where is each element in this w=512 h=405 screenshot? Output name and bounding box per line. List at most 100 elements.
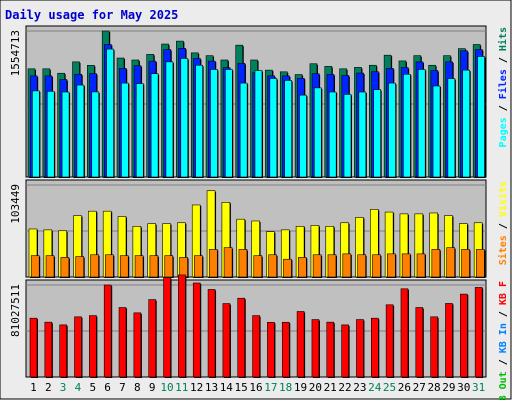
bar-middle-sites-14-fill [223, 247, 233, 278]
day-label-18: 18 [279, 381, 292, 394]
bar-bottom-kb-f-10-fill [163, 277, 171, 378]
bar-middle-sites-23-fill [357, 254, 366, 278]
bar-middle-sites-9 [149, 255, 159, 278]
day-label-26: 26 [398, 381, 411, 394]
bar-top-pages-24 [373, 89, 382, 178]
bar-bottom-kb-f-13-fill [207, 289, 216, 378]
bar-bottom-kb-f-21-fill [326, 321, 335, 378]
bar-bottom-kb-f-27 [415, 307, 424, 378]
bar-bottom-kb-f-15-fill [237, 297, 246, 378]
bar-top-pages-5-fill [91, 91, 100, 178]
bar-middle-sites-16 [253, 255, 263, 278]
day-label-8: 8 [134, 381, 141, 394]
bar-top-pages-18 [284, 80, 293, 178]
bar-top-pages-1-fill [32, 90, 40, 178]
bar-bottom-kb-f-9-fill [148, 299, 157, 378]
bar-middle-sites-24 [372, 254, 382, 278]
bar-bottom-kb-f-24-fill [370, 317, 379, 378]
bar-top-pages-4-fill [76, 84, 85, 178]
bar-top-pages-22 [343, 94, 353, 178]
bar-bottom-kb-f-17 [267, 321, 276, 378]
bar-middle-sites-20 [312, 254, 323, 278]
panel-top: 1554713 Pages / Files / Hits [9, 25, 509, 179]
bar-middle-sites-3 [60, 257, 70, 278]
bar-middle-sites-26-fill [401, 253, 411, 278]
bar-bottom-kb-f-11-fill [178, 274, 186, 378]
bar-middle-sites-6-fill [105, 254, 114, 278]
bar-top-pages-31 [477, 56, 486, 179]
bar-middle-sites-18 [283, 258, 293, 278]
bar-middle-sites-11-fill [179, 257, 188, 278]
bar-top-pages-16 [254, 70, 263, 178]
bar-top-pages-7 [121, 82, 130, 178]
day-label-11: 11 [175, 381, 188, 394]
bar-top-pages-19 [299, 94, 308, 178]
day-label-3: 3 [60, 381, 67, 394]
panel-top-max-label: 1554713 [9, 30, 22, 76]
bar-bottom-kb-f-19-fill [296, 311, 305, 378]
bar-bottom-kb-f-27-fill [415, 307, 424, 378]
bar-middle-sites-8-fill [134, 255, 144, 278]
bar-top-pages-11 [180, 58, 189, 178]
legend-separator: / [498, 51, 509, 69]
legend-visits: Visits [497, 181, 509, 217]
bar-top-pages-27-fill [417, 69, 426, 178]
bar-middle-sites-21-fill [327, 254, 337, 278]
bar-bottom-kb-f-31-fill [474, 287, 483, 378]
bar-bottom-kb-f-6-fill [103, 284, 112, 378]
day-label-13: 13 [205, 381, 218, 394]
bar-bottom-kb-f-12 [192, 282, 202, 378]
bar-top-pages-28-fill [432, 85, 441, 178]
bar-middle-sites-7-fill [119, 255, 129, 278]
bar-top-pages-9-fill [150, 73, 159, 178]
bar-middle-sites-21 [327, 254, 337, 278]
legend-hits: Hits [497, 27, 509, 51]
bar-bottom-kb-f-29-fill [445, 303, 453, 378]
bar-bottom-kb-f-14-fill [222, 303, 231, 378]
bar-bottom-kb-f-4-fill [74, 316, 82, 378]
day-label-5: 5 [89, 381, 96, 394]
bar-top-pages-16-fill [254, 70, 263, 178]
bar-bottom-kb-f-28-fill [430, 316, 438, 378]
chart-title: Daily usage for May 2025 [5, 8, 178, 22]
bar-bottom-kb-f-26-fill [400, 288, 409, 378]
bar-top-pages-5 [91, 91, 100, 178]
bar-top-pages-13-fill [210, 69, 218, 178]
bar-bottom-kb-f-3 [59, 324, 68, 378]
bar-middle-sites-13-fill [208, 249, 218, 278]
bar-middle-sites-15 [238, 249, 248, 278]
legend-sites: Sites [497, 235, 509, 265]
panel-middle: 103449 Sites / Visits [9, 179, 509, 278]
bar-bottom-kb-f-21 [326, 321, 335, 378]
bar-middle-sites-2 [45, 255, 56, 278]
legend-separator: / [498, 353, 509, 371]
bar-middle-sites-28-fill [431, 249, 441, 278]
day-label-7: 7 [119, 381, 126, 394]
bar-bottom-kb-f-10 [163, 277, 172, 378]
bar-bottom-kb-f-30-fill [460, 293, 468, 378]
bar-top-pages-26 [403, 73, 412, 178]
bar-bottom-kb-f-14 [222, 303, 231, 378]
bar-bottom-kb-f-20-fill [311, 319, 320, 378]
day-label-29: 29 [442, 381, 455, 394]
bar-top-pages-23-fill [358, 91, 367, 178]
bar-bottom-kb-f-3-fill [59, 324, 67, 378]
day-label-16: 16 [249, 381, 262, 394]
bar-bottom-kb-f-15 [237, 297, 246, 378]
bar-bottom-kb-f-5 [89, 315, 98, 378]
bar-top-pages-20-fill [314, 87, 322, 178]
bar-top-pages-29 [447, 78, 456, 178]
day-label-20: 20 [309, 381, 322, 394]
day-label-1: 1 [30, 381, 37, 394]
bar-middle-sites-27 [416, 253, 427, 278]
bar-bottom-kb-f-8 [133, 312, 142, 378]
day-label-23: 23 [353, 381, 366, 394]
day-labels: 1 2 3 4 5 6 7 8 9 10 11 12 13 14 15 16 17 18 19 20 21 22 23 24 2… [30, 381, 485, 394]
bar-bottom-kb-f-16-fill [252, 315, 260, 378]
bar-middle-sites-30 [461, 249, 471, 278]
bar-middle-sites-31 [476, 249, 486, 278]
bar-bottom-kb-f-25-fill [385, 304, 394, 378]
panel-bottom-legend: KB Out / KB In / KB F [498, 281, 509, 400]
